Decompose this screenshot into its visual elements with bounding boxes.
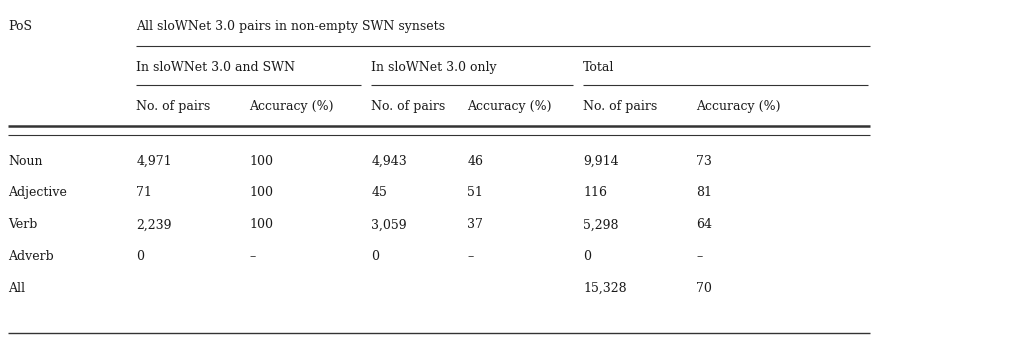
Text: All sloWNet 3.0 pairs in non-empty SWN synsets: All sloWNet 3.0 pairs in non-empty SWN s…	[136, 20, 445, 33]
Text: No. of pairs: No. of pairs	[583, 100, 658, 113]
Text: 0: 0	[136, 250, 144, 263]
Text: In sloWNet 3.0 and SWN: In sloWNet 3.0 and SWN	[136, 61, 296, 74]
Text: –: –	[696, 250, 702, 263]
Text: Verb: Verb	[8, 218, 37, 231]
Text: 71: 71	[136, 187, 152, 199]
Text: 4,943: 4,943	[371, 155, 407, 167]
Text: PoS: PoS	[8, 20, 32, 33]
Text: Noun: Noun	[8, 155, 42, 167]
Text: All: All	[8, 282, 25, 295]
Text: 100: 100	[249, 218, 273, 231]
Text: 4,971: 4,971	[136, 155, 172, 167]
Text: Accuracy (%): Accuracy (%)	[249, 100, 334, 113]
Text: 45: 45	[371, 187, 387, 199]
Text: In sloWNet 3.0 only: In sloWNet 3.0 only	[371, 61, 497, 74]
Text: –: –	[249, 250, 255, 263]
Text: Total: Total	[583, 61, 614, 74]
Text: 100: 100	[249, 187, 273, 199]
Text: 73: 73	[696, 155, 712, 167]
Text: 37: 37	[467, 218, 483, 231]
Text: 70: 70	[696, 282, 712, 295]
Text: 0: 0	[371, 250, 379, 263]
Text: 5,298: 5,298	[583, 218, 619, 231]
Text: 2,239: 2,239	[136, 218, 172, 231]
Text: 15,328: 15,328	[583, 282, 627, 295]
Text: Accuracy (%): Accuracy (%)	[467, 100, 552, 113]
Text: 9,914: 9,914	[583, 155, 619, 167]
Text: No. of pairs: No. of pairs	[371, 100, 446, 113]
Text: 81: 81	[696, 187, 712, 199]
Text: Adverb: Adverb	[8, 250, 53, 263]
Text: 0: 0	[583, 250, 591, 263]
Text: Adjective: Adjective	[8, 187, 67, 199]
Text: Accuracy (%): Accuracy (%)	[696, 100, 781, 113]
Text: 51: 51	[467, 187, 483, 199]
Text: 3,059: 3,059	[371, 218, 407, 231]
Text: 64: 64	[696, 218, 712, 231]
Text: –: –	[467, 250, 473, 263]
Text: No. of pairs: No. of pairs	[136, 100, 211, 113]
Text: 116: 116	[583, 187, 607, 199]
Text: 46: 46	[467, 155, 483, 167]
Text: 100: 100	[249, 155, 273, 167]
